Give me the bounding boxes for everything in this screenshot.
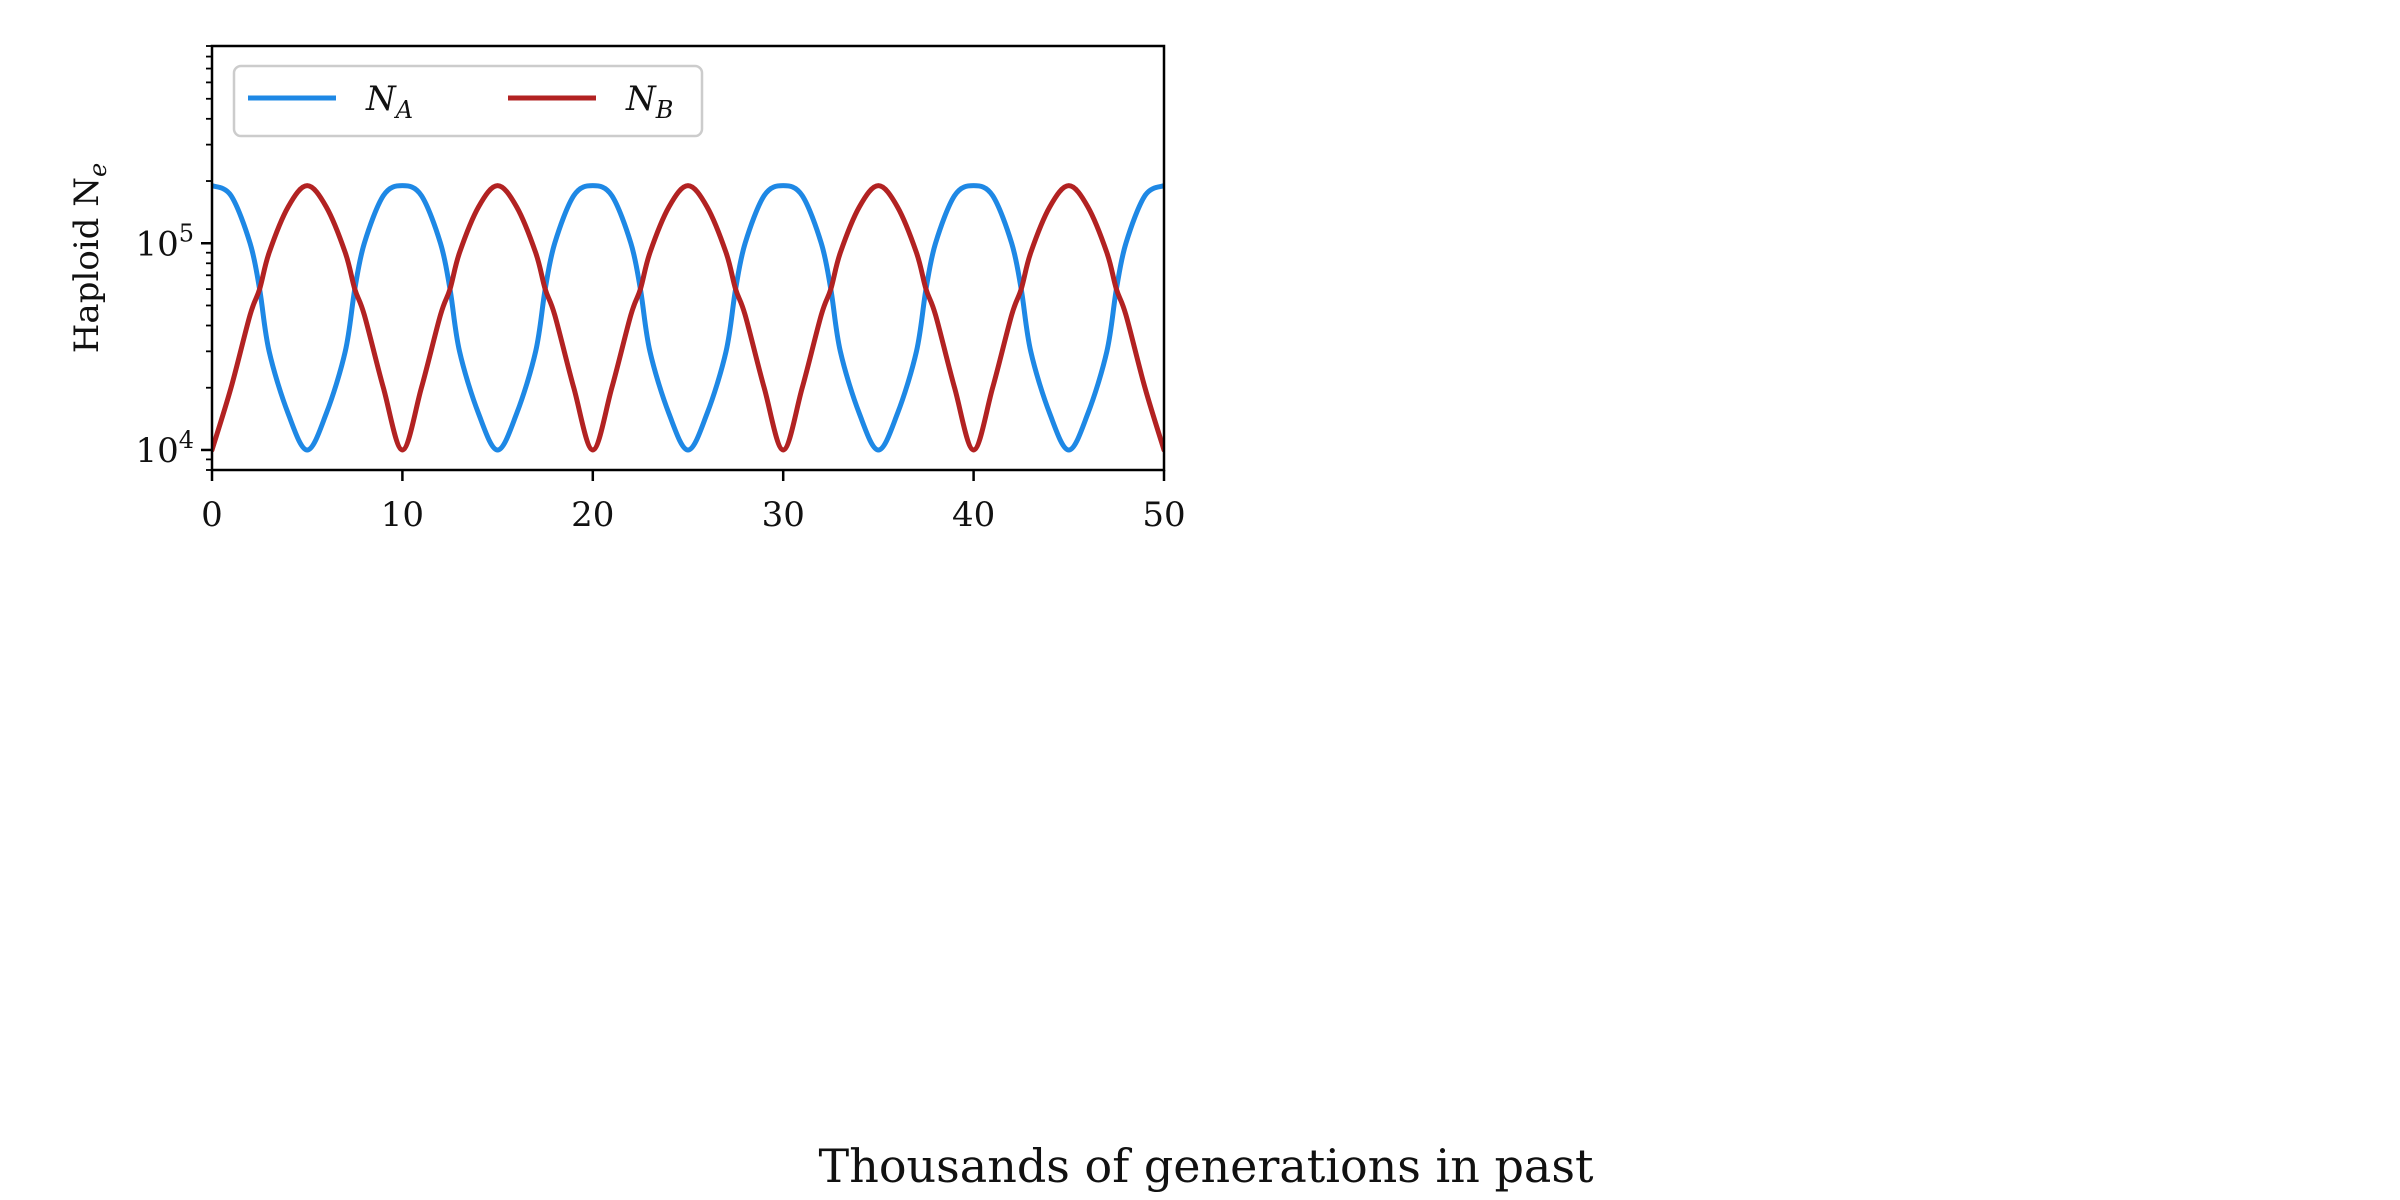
legend: NA NB	[232, 64, 704, 138]
x-axis: 0 10 20 30 40 50	[201, 470, 1186, 535]
x-axis-label: Thousands of generations in past	[819, 1139, 1594, 1193]
legend-label-a: NA	[365, 79, 413, 124]
series-layer	[212, 183, 1164, 453]
y-axis-label-text: Haploid N	[67, 177, 107, 353]
plot-area	[210, 44, 1166, 472]
x-tick-label: 50	[1142, 495, 1185, 535]
y-tick-label: 105	[135, 219, 194, 264]
x-tick-label: 0	[201, 495, 223, 535]
legend-box	[232, 64, 704, 138]
y-tick-label: 104	[135, 426, 194, 471]
x-tick-label: 40	[952, 495, 995, 535]
x-tick-label: 20	[571, 495, 614, 535]
legend-label-b: NB	[625, 79, 673, 124]
y-axis-label: Haploid Ne	[67, 163, 112, 353]
axes-frame	[210, 44, 1166, 472]
x-tick-label: 10	[381, 495, 424, 535]
series-line-b	[212, 183, 1164, 453]
x-tick-label: 30	[762, 495, 805, 535]
series-line-a	[212, 183, 1164, 453]
y-axis: 104 105	[135, 45, 212, 471]
y-axis-label-subscript: e	[84, 163, 112, 177]
